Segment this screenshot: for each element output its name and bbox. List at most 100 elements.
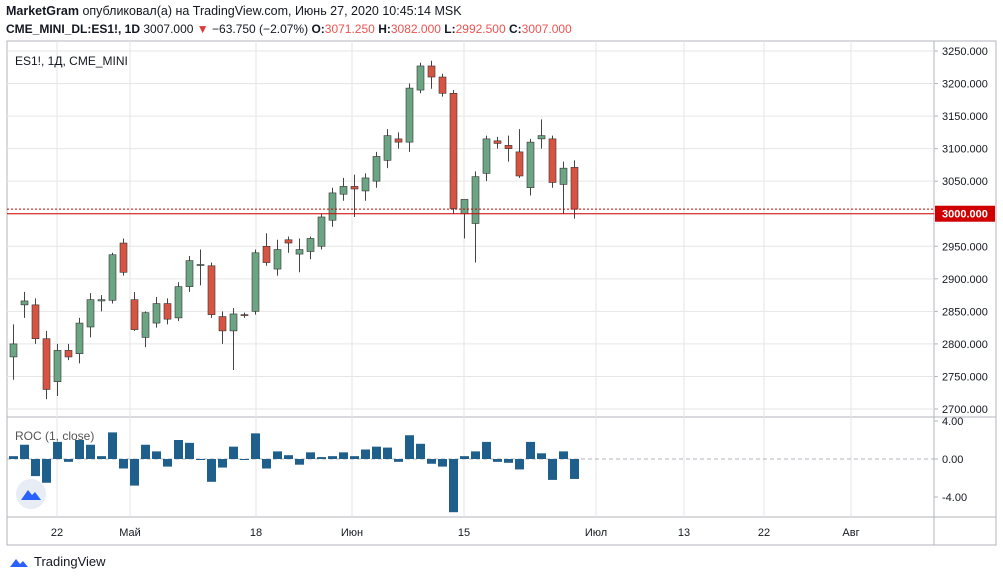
- candle-down: [515, 151, 524, 177]
- candle-up: [53, 350, 62, 382]
- high-label: H:: [378, 22, 391, 36]
- roc-bar: [295, 459, 304, 465]
- last-price-badge: [935, 205, 995, 222]
- candle-up: [416, 65, 425, 91]
- open-value: 3071.250: [324, 22, 375, 36]
- roc-bar: [20, 444, 29, 459]
- publish-text: опубликовал(а) на TradingView.com, Июнь …: [82, 4, 462, 18]
- candle-down: [42, 338, 51, 390]
- y-tick-label: 2900.000: [942, 274, 988, 286]
- roc-bar: [141, 444, 150, 459]
- roc-bar: [42, 459, 51, 483]
- candle-up: [9, 343, 18, 358]
- roc-bar: [405, 435, 414, 459]
- price-change: −63.750 (−2.07%): [212, 22, 309, 36]
- candle-down: [119, 242, 128, 273]
- candle-up: [75, 322, 84, 354]
- x-tick-label: Июл: [585, 527, 607, 539]
- y-tick-label: 3150.000: [942, 111, 988, 123]
- roc-bar: [284, 455, 293, 459]
- footer-brand-label: TradingView: [34, 554, 106, 569]
- roc-bar: [185, 442, 194, 459]
- y-tick-label: 2750.000: [942, 371, 988, 383]
- candle-up: [372, 156, 381, 182]
- tradingview-logo-icon: [10, 558, 28, 567]
- roc-y-tick-label: -4.00: [942, 492, 967, 504]
- x-tick-label: Июн: [341, 527, 363, 539]
- roc-bar: [218, 459, 227, 468]
- candle-up: [471, 176, 480, 224]
- candle-up: [141, 312, 150, 338]
- x-tick-label: 15: [458, 527, 470, 539]
- roc-bar: [372, 446, 381, 459]
- publisher-name[interactable]: MarketGram: [6, 4, 79, 18]
- close-label: C:: [509, 22, 522, 36]
- roc-bar: [570, 459, 579, 479]
- candle-up: [526, 141, 535, 188]
- candle-up: [20, 300, 29, 306]
- candle-down: [163, 303, 172, 320]
- candle-up: [328, 192, 337, 221]
- candle-up: [460, 199, 469, 215]
- roc-bar: [361, 449, 370, 459]
- candle-up: [229, 313, 238, 332]
- x-tick-label: Май: [119, 527, 141, 539]
- y-tick-label: 3100.000: [942, 144, 988, 156]
- chart-frame: [6, 40, 997, 546]
- candle-up: [86, 299, 95, 328]
- last-price-label: 3000.000: [942, 209, 988, 221]
- candle-up: [405, 87, 414, 143]
- roc-bar: [53, 441, 62, 459]
- high-value: 3082.000: [390, 22, 441, 36]
- low-label: L:: [444, 22, 456, 36]
- candle-up: [97, 299, 106, 302]
- roc-bar: [515, 459, 524, 470]
- candle-down: [449, 93, 458, 209]
- y-tick-label: 3200.000: [942, 79, 988, 91]
- roc-bar: [240, 459, 249, 460]
- roc-bar: [273, 451, 282, 459]
- roc-bar: [526, 441, 535, 459]
- roc-bar: [97, 456, 106, 459]
- last-price: 3007.000: [143, 22, 194, 36]
- candle-down: [350, 186, 359, 190]
- candle-down: [438, 76, 447, 94]
- roc-bar: [537, 453, 546, 459]
- candle-up: [251, 252, 260, 312]
- publish-info: MarketGram опубликовал(а) на TradingView…: [6, 4, 462, 18]
- y-tick-label: 3250.000: [942, 46, 988, 58]
- candle-up: [174, 286, 183, 319]
- roc-bar: [119, 459, 128, 469]
- symbol-info: CME_MINI_DL:ES1!, 1D 3007.000 ▼ −63.750 …: [6, 22, 572, 36]
- candle-down: [394, 138, 403, 143]
- roc-bar: [229, 446, 238, 459]
- x-tick-label: 18: [250, 527, 262, 539]
- roc-title: ROC (1, close): [15, 429, 94, 443]
- tradingview-badge-glyph: [21, 490, 41, 500]
- roc-bar: [152, 451, 161, 459]
- candle-up: [108, 254, 117, 301]
- candle-down: [31, 304, 40, 340]
- candle-down: [207, 265, 216, 315]
- candle-up: [295, 249, 304, 255]
- candle-down: [548, 138, 557, 183]
- y-tick-label: 2850.000: [942, 306, 988, 318]
- candle-up: [361, 177, 370, 192]
- roc-bar: [262, 459, 271, 469]
- candle-up: [306, 238, 315, 252]
- roc-bar: [427, 459, 436, 464]
- roc-y-tick-label: 0.00: [942, 454, 963, 466]
- roc-bar: [306, 452, 315, 459]
- roc-bar: [394, 459, 403, 462]
- roc-bar: [317, 457, 326, 459]
- roc-bar: [86, 444, 95, 459]
- candle-down: [240, 314, 249, 316]
- candle-up: [339, 186, 348, 195]
- footer-brand[interactable]: TradingView: [8, 554, 106, 569]
- roc-bar: [174, 440, 183, 459]
- roc-bar: [449, 459, 458, 513]
- roc-bar: [460, 456, 469, 459]
- candle-up: [559, 167, 568, 185]
- roc-bar: [559, 451, 568, 459]
